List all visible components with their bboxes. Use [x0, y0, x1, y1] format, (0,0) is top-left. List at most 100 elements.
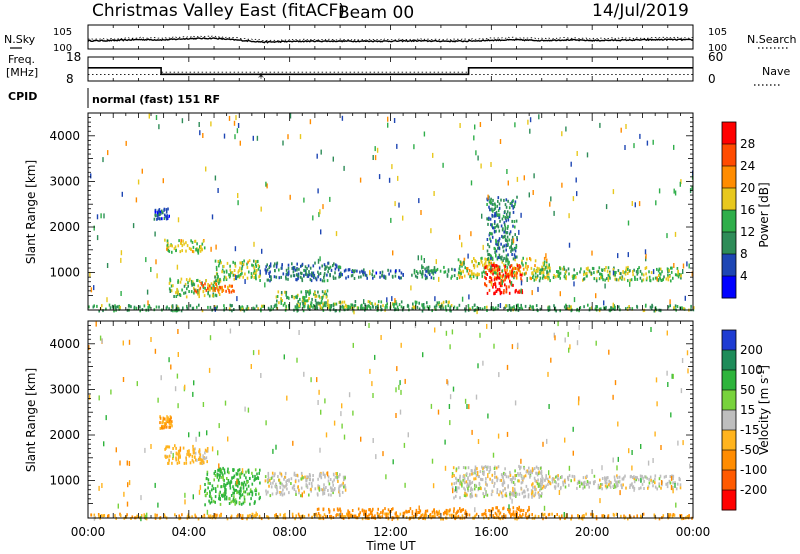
- nave-label: Nave: [762, 65, 790, 78]
- scatter-cell: [524, 514, 527, 518]
- scatter-cell: [210, 246, 212, 252]
- scatter-cell: [177, 244, 180, 248]
- scatter-cell: [120, 257, 122, 263]
- scatter-cell: [402, 215, 404, 221]
- scatter-cell: [607, 276, 610, 282]
- scatter-cell: [469, 495, 472, 499]
- colorbar-swatch: [722, 166, 736, 189]
- scatter-cell: [255, 269, 258, 272]
- scatter-cell: [474, 471, 476, 475]
- scatter-cell: [214, 282, 217, 286]
- scatter-cell: [239, 306, 242, 310]
- scatter-cell: [540, 485, 542, 489]
- scatter-cell: [658, 482, 660, 486]
- scatter-cell: [516, 176, 519, 182]
- scatter-cell: [93, 513, 96, 517]
- scatter-cell: [652, 269, 655, 275]
- scatter-cell: [156, 273, 158, 279]
- scatter-cell: [542, 477, 544, 481]
- scatter-cell: [280, 491, 283, 495]
- scatter-cell: [494, 264, 497, 267]
- scatter-cell: [199, 286, 202, 290]
- scatter-cell: [197, 517, 200, 521]
- scatter-cell: [236, 296, 238, 302]
- scatter-cell: [172, 457, 174, 460]
- scatter-cell: [544, 478, 546, 482]
- scatter-cell: [618, 271, 621, 275]
- scatter-cell: [203, 246, 206, 250]
- scatter-cell: [607, 476, 609, 480]
- scatter-cell: [471, 260, 473, 264]
- scatter-cell: [255, 477, 258, 481]
- scatter-cell: [546, 271, 548, 275]
- scatter-cell: [513, 267, 515, 271]
- scatter-cell: [522, 263, 524, 267]
- scatter-cell: [627, 252, 629, 258]
- scatter-cell: [470, 271, 473, 275]
- scatter-cell: [470, 277, 473, 280]
- scatter-cell: [539, 276, 542, 280]
- scatter-cell: [412, 302, 414, 306]
- scatter-cell: [491, 235, 494, 239]
- scatter-cell: [399, 276, 401, 280]
- scatter-cell: [465, 494, 467, 498]
- scatter-cell: [160, 375, 162, 381]
- scatter-cell: [492, 452, 495, 458]
- scatter-cell: [318, 389, 320, 395]
- scatter-cell: [376, 147, 379, 153]
- scatter-cell: [533, 476, 536, 480]
- scatter-cell: [365, 509, 367, 513]
- scatter-cell: [616, 465, 618, 471]
- scatter-cell: [126, 460, 128, 466]
- scatter-cell: [368, 323, 370, 328]
- scatter-cell: [588, 485, 590, 489]
- scatter-cell: [494, 271, 496, 275]
- scatter-cell: [672, 485, 674, 489]
- scatter-cell: [531, 513, 533, 516]
- scatter-cell: [199, 245, 201, 249]
- scatter-cell: [363, 512, 365, 515]
- scatter-cell: [548, 475, 551, 479]
- scatter-cell: [93, 225, 95, 231]
- scatter-cell: [604, 481, 607, 484]
- scatter-cell: [517, 267, 520, 271]
- scatter-cell: [513, 220, 516, 223]
- scatter-cell: [640, 486, 642, 490]
- scatter-cell: [230, 480, 233, 484]
- scatter-cell: [329, 306, 331, 311]
- scatter-cell: [179, 250, 182, 254]
- scatter-cell: [307, 306, 310, 310]
- scatter-cell: [98, 514, 100, 518]
- scatter-cell: [473, 257, 475, 260]
- scatter-cell: [547, 277, 549, 281]
- scatter-cell: [501, 269, 504, 273]
- scatter-cell: [434, 296, 436, 302]
- scatter-cell: [215, 268, 218, 272]
- scatter-cell: [378, 513, 381, 517]
- scatter-cell: [150, 267, 152, 272]
- scatter-cell: [241, 271, 243, 275]
- scatter-cell: [568, 307, 571, 311]
- scatter-cell: [285, 293, 287, 297]
- scatter-cell: [583, 485, 586, 489]
- scatter-cell: [384, 275, 387, 279]
- scatter-cell: [226, 517, 229, 521]
- scatter-cell: [298, 267, 300, 271]
- scatter-cell: [227, 436, 229, 442]
- scatter-cell: [165, 425, 168, 429]
- scatter-cell: [305, 272, 307, 276]
- scatter-cell: [198, 489, 201, 495]
- scatter-cell: [316, 307, 319, 310]
- scatter-cell: [439, 269, 442, 273]
- scatter-cell: [500, 473, 503, 477]
- scatter-cell: [644, 267, 647, 270]
- scatter-cell: [312, 264, 315, 268]
- scatter-cell: [629, 281, 631, 287]
- scatter-cell: [102, 309, 104, 313]
- scatter-cell: [125, 140, 127, 146]
- scatter-cell: [247, 484, 250, 488]
- scatter-cell: [601, 514, 603, 518]
- y-tick-label: 1000: [49, 266, 80, 280]
- scatter-cell: [521, 480, 524, 484]
- scatter-cell: [396, 514, 398, 518]
